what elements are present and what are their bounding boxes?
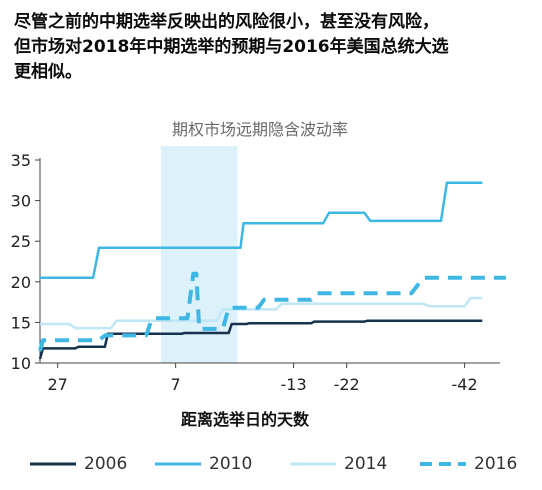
chart-legend: 2006 2010 2014 2016 xyxy=(30,452,540,476)
x-tick-label: -22 xyxy=(334,375,360,394)
volatility-line-chart: 期权市场远期隐含波动率 10 15 20 25 30 35 27 7 -13 -22 -42 距离选… xyxy=(11,120,506,429)
x-tick-label: 27 xyxy=(48,375,68,394)
legend-label: 2006 xyxy=(84,454,128,474)
legend-item-2006: 2006 xyxy=(30,452,127,476)
legend-swatch xyxy=(30,462,76,466)
legend-item-2014: 2014 xyxy=(290,452,387,476)
x-tick-label: -13 xyxy=(281,375,307,394)
legend-swatch xyxy=(290,462,336,466)
y-tick-label: 20 xyxy=(11,273,31,292)
series-line-2006 xyxy=(38,319,483,360)
series-line-2016 xyxy=(38,271,506,352)
y-tick-label: 30 xyxy=(11,192,31,211)
legend-swatch xyxy=(155,462,201,466)
y-tick-label: 35 xyxy=(11,151,31,170)
headline: 尽管之前的中期选举反映出的风险很小，甚至没有风险， 但市场对2018年中期选举的… xyxy=(14,10,534,85)
legend-label: 2014 xyxy=(344,454,388,474)
legend-label: 2010 xyxy=(209,454,253,474)
x-tick-label: -42 xyxy=(452,375,478,394)
series-line-2010 xyxy=(40,181,483,279)
x-axis-title: 距离选举日的天数 xyxy=(181,410,310,429)
headline-line-3: 更相似。 xyxy=(14,62,82,82)
headline-line-1: 尽管之前的中期选举反映出的风险很小，甚至没有风险， xyxy=(14,12,439,32)
y-tick-label: 10 xyxy=(11,354,31,373)
legend-item-2010: 2010 xyxy=(155,452,252,476)
chart-title: 期权市场远期隐含波动率 xyxy=(172,120,348,139)
headline-line-2: 但市场对2018年中期选举的预期与2016年美国总统大选 xyxy=(14,37,449,57)
legend-label: 2016 xyxy=(474,454,518,474)
x-tick-label: 7 xyxy=(171,375,181,394)
y-tick-label: 15 xyxy=(11,313,31,332)
y-tick-label: 25 xyxy=(11,232,31,251)
legend-item-2016: 2016 xyxy=(420,452,517,476)
series-line-2014 xyxy=(40,296,483,330)
highlight-band xyxy=(160,146,238,363)
legend-swatch xyxy=(420,462,466,466)
